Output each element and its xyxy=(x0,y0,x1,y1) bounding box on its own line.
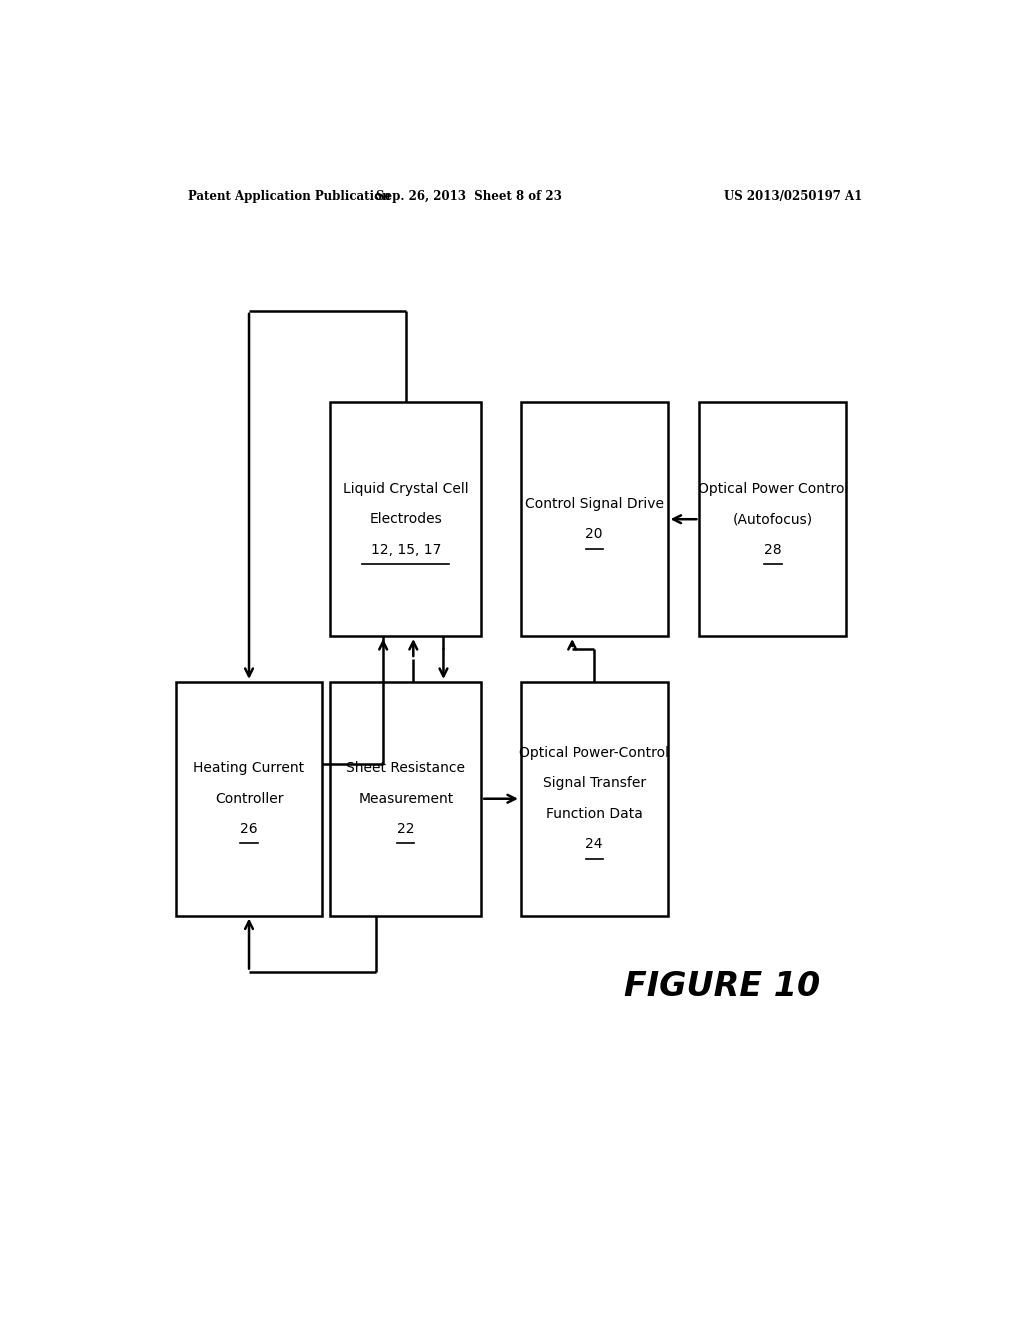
Text: Optical Power-Control: Optical Power-Control xyxy=(519,746,670,760)
Text: Measurement: Measurement xyxy=(358,792,454,805)
Text: 28: 28 xyxy=(764,543,781,557)
Bar xyxy=(521,682,668,916)
Text: Electrodes: Electrodes xyxy=(370,512,442,527)
Text: 20: 20 xyxy=(586,528,603,541)
Bar xyxy=(331,403,481,636)
Text: US 2013/0250197 A1: US 2013/0250197 A1 xyxy=(724,190,862,203)
Bar xyxy=(176,682,323,916)
Text: Signal Transfer: Signal Transfer xyxy=(543,776,646,791)
Text: FIGURE 10: FIGURE 10 xyxy=(624,970,820,1003)
Text: Heating Current: Heating Current xyxy=(194,762,304,775)
Text: 22: 22 xyxy=(397,822,415,837)
Text: Liquid Crystal Cell: Liquid Crystal Cell xyxy=(343,482,469,496)
Text: Optical Power Control: Optical Power Control xyxy=(697,482,848,496)
Text: 24: 24 xyxy=(586,837,603,851)
Text: Patent Application Publication: Patent Application Publication xyxy=(187,190,390,203)
Text: 26: 26 xyxy=(241,822,258,837)
Text: Control Signal Drive: Control Signal Drive xyxy=(524,496,664,511)
Bar xyxy=(521,403,668,636)
Text: Sep. 26, 2013  Sheet 8 of 23: Sep. 26, 2013 Sheet 8 of 23 xyxy=(376,190,562,203)
Text: (Autofocus): (Autofocus) xyxy=(733,512,813,527)
Text: Sheet Resistance: Sheet Resistance xyxy=(346,762,465,775)
Text: 12, 15, 17: 12, 15, 17 xyxy=(371,543,441,557)
Bar xyxy=(331,682,481,916)
Bar xyxy=(699,403,846,636)
Text: Controller: Controller xyxy=(215,792,284,805)
Text: Function Data: Function Data xyxy=(546,807,643,821)
